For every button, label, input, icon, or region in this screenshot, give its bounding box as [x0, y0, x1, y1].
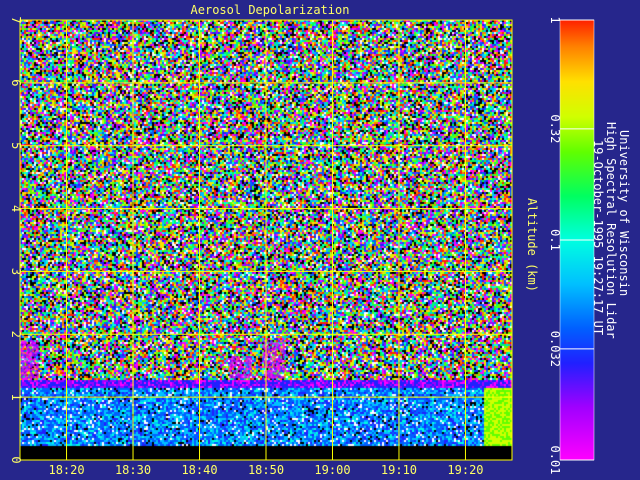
- colorbar-tick-label: 1: [548, 16, 562, 23]
- colorbar-tick-label: 0.1: [548, 229, 562, 251]
- x-tick-label: 19:20: [447, 463, 483, 477]
- y-tick-label: 1: [9, 394, 23, 401]
- y-tick-label: 0: [9, 456, 23, 463]
- grid-lines: [20, 20, 512, 460]
- side-text-line1: University of Wisconsin: [617, 130, 631, 296]
- x-tick-label: 18:30: [115, 463, 151, 477]
- side-text-line3: 19-October-1995 19:27:17 UT: [591, 140, 605, 335]
- y-tick-labels: 0 1 2 3 4 5 6 7: [9, 16, 23, 463]
- y-axis-label: Altitude (km): [525, 198, 539, 292]
- y-tick-label: 6: [9, 79, 23, 86]
- y-tick-label: 5: [9, 142, 23, 149]
- x-tick-label: 19:00: [314, 463, 350, 477]
- colorbar-tick-label: 0.01: [548, 446, 562, 475]
- y-tick-label: 2: [9, 331, 23, 338]
- colorbar-tick-label: 0.32: [548, 114, 562, 143]
- y-tick-label: 3: [9, 268, 23, 275]
- side-text-line2: High Spectral Resolution Lidar: [604, 122, 618, 339]
- colorbar-tick-labels: 0.01 0.032 0.1 0.32 1: [548, 16, 594, 474]
- x-tick-label: 18:50: [248, 463, 284, 477]
- colorbar-tick-label: 0.032: [548, 331, 562, 367]
- plot-frame: [19, 19, 513, 461]
- x-tick-labels: 18:20 18:30 18:40 18:50 19:00 19:10 19:20: [48, 463, 483, 477]
- y-tick-label: 4: [9, 205, 23, 212]
- x-tick-label: 18:40: [181, 463, 217, 477]
- y-tick-label: 7: [9, 16, 23, 23]
- x-tick-label: 19:10: [381, 463, 417, 477]
- chart-title: Aerosol Depolarization: [191, 3, 350, 17]
- x-tick-label: 18:20: [48, 463, 84, 477]
